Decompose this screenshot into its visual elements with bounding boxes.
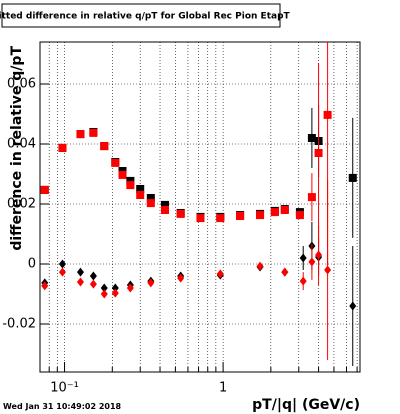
y-tick-label: 0.02	[7, 197, 36, 212]
marker	[111, 283, 119, 293]
marker	[299, 276, 307, 286]
marker	[216, 214, 225, 223]
marker	[349, 301, 357, 311]
marker	[147, 278, 155, 288]
marker	[324, 265, 332, 275]
marker	[314, 149, 323, 157]
x-tick-label: 10⁻¹	[50, 381, 79, 396]
marker	[295, 211, 304, 220]
marker	[41, 281, 49, 291]
marker	[308, 257, 316, 267]
marker	[161, 200, 170, 209]
marker	[315, 250, 323, 260]
marker	[177, 273, 185, 283]
marker	[89, 128, 98, 137]
marker	[307, 134, 316, 142]
marker	[118, 170, 127, 179]
marker	[307, 193, 316, 202]
y-axis-label: difference in relative q/pT	[9, 46, 25, 251]
marker	[58, 259, 66, 269]
marker	[76, 267, 84, 277]
marker	[323, 110, 332, 119]
marker	[76, 277, 84, 287]
marker	[58, 143, 67, 152]
marker	[126, 283, 134, 293]
marker	[136, 185, 145, 193]
marker	[216, 269, 224, 279]
marker	[348, 173, 357, 182]
marker	[299, 253, 307, 263]
y-tick-label: 0	[28, 257, 36, 272]
marker	[89, 279, 97, 289]
marker	[270, 208, 279, 217]
title-box	[1, 3, 281, 28]
marker	[161, 206, 170, 214]
marker	[89, 271, 97, 281]
y-tick-label: 0.04	[7, 137, 36, 152]
marker	[111, 158, 120, 167]
marker	[100, 283, 108, 293]
marker	[100, 142, 109, 151]
x-tick-label: 1	[219, 381, 227, 396]
marker	[76, 130, 85, 139]
marker	[58, 267, 66, 277]
marker	[126, 176, 135, 185]
marker	[280, 206, 289, 214]
plot-frame	[39, 41, 361, 373]
marker	[256, 261, 264, 271]
marker	[40, 185, 49, 194]
marker	[146, 199, 155, 208]
marker	[281, 267, 289, 277]
marker	[126, 181, 135, 190]
marker	[100, 289, 108, 299]
marker	[236, 212, 245, 220]
marker	[256, 211, 265, 220]
y-tick-label: 0.06	[7, 77, 36, 92]
marker	[136, 191, 145, 199]
date-stamp: Wed Jan 31 10:49:02 2018	[3, 402, 122, 411]
marker	[146, 194, 155, 202]
marker	[196, 214, 205, 223]
x-axis-label: pT/|q| (GeV/c)	[252, 397, 360, 413]
chart-title: Fitted difference in relative q/pT for G…	[0, 12, 291, 22]
y-tick-label: -0.02	[2, 317, 36, 332]
marker	[176, 209, 185, 218]
marker	[111, 288, 119, 298]
